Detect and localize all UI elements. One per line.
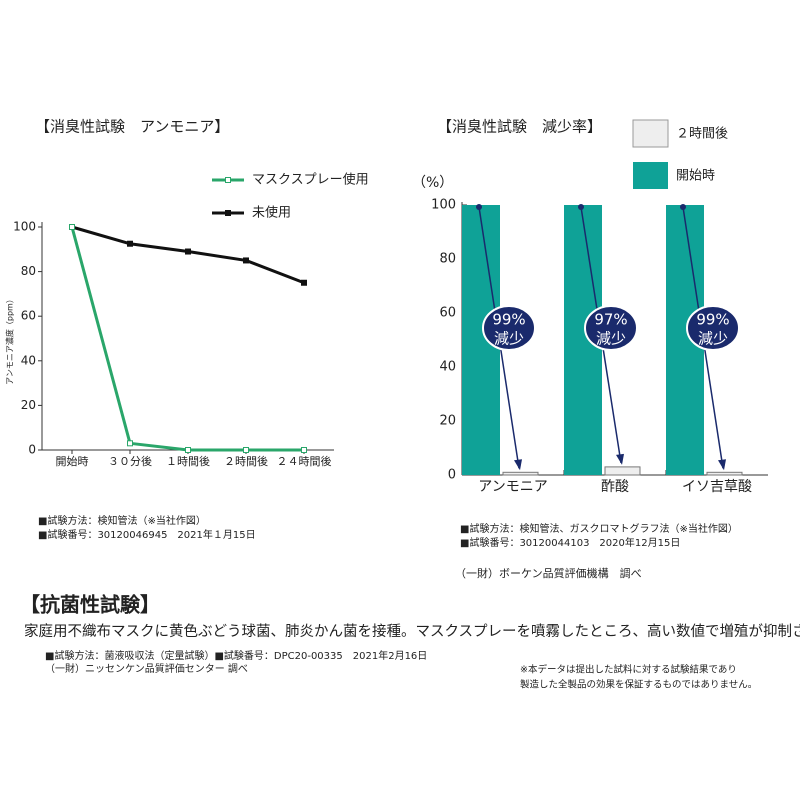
note: ■試験番号：30120044103 2020年12月15日 — [460, 536, 680, 549]
point — [127, 240, 133, 247]
reduction-badge — [686, 305, 740, 351]
legend-swatch — [633, 162, 668, 189]
y-tick-label: 100 — [431, 198, 456, 213]
y-tick-label: 40 — [439, 360, 456, 375]
point — [127, 440, 133, 447]
note: ■試験番号：30120046945 2021年１月15日 — [38, 528, 256, 541]
point — [243, 257, 249, 264]
series-line — [71, 225, 305, 285]
x-tick-label: アンモニア — [478, 479, 547, 495]
x-tick-label: １時間後 — [166, 454, 210, 468]
point — [301, 279, 307, 286]
y-tick-label: 100 — [13, 220, 36, 234]
section-title: 【抗菌性試験】 — [20, 593, 160, 617]
y-tick-label: 60 — [21, 309, 36, 323]
arrow-head — [514, 459, 522, 471]
unit-label: （%） — [412, 175, 453, 191]
source: （一財）ボーケン品質評価機構 調べ — [455, 566, 642, 580]
bar — [604, 466, 641, 476]
legend-label: マスクスプレー使用 — [252, 172, 369, 188]
point — [185, 248, 191, 255]
reduction-word: 減少 — [698, 330, 728, 348]
arrow-dot — [680, 204, 686, 210]
x-tick-label: 酢酸 — [601, 479, 629, 495]
chart-title: 【消臭性試験 減少率】 — [437, 118, 602, 136]
reduction-word: 減少 — [596, 330, 626, 348]
bar — [706, 471, 743, 476]
chart-title: 【消臭性試験 アンモニア】 — [35, 118, 229, 136]
y-tick-label: 0 — [28, 443, 36, 457]
arrow-head — [718, 459, 726, 471]
arrow-head — [616, 453, 624, 465]
y-tick-label: 80 — [439, 252, 456, 267]
point — [243, 447, 249, 453]
y-tick-label: 20 — [21, 398, 36, 412]
legend-label: 開始時 — [676, 169, 715, 184]
y-axis-label: アンモニア濃度（ppm） — [5, 295, 15, 385]
y-tick-label: 20 — [439, 414, 456, 429]
x-tick-label: イソ吉草酸 — [682, 479, 752, 495]
x-tick-label: ３０分後 — [108, 454, 152, 468]
legend-label: ２時間後 — [676, 127, 728, 142]
disclaimer: 製造した全製品の効果を保証するものではありません。 — [520, 679, 757, 691]
description: 家庭用不織布マスクに黄色ぶどう球菌、肺炎かん菌を接種。マスクスプレーを噴霧したと… — [24, 623, 800, 640]
reduction-badge — [482, 305, 536, 351]
reduction-badge — [584, 305, 638, 351]
y-tick-label: 60 — [439, 306, 456, 321]
x-tick-label: ２４時間後 — [277, 454, 332, 468]
disclaimer: ※本データは提出した試料に対する試験結果であり — [520, 664, 737, 676]
y-tick-label: 80 — [21, 264, 36, 278]
legend-label: 未使用 — [252, 205, 291, 221]
x-tick-label: ２時間後 — [224, 454, 268, 468]
reduction-label: 97% — [594, 311, 627, 329]
y-tick-label: 40 — [21, 353, 36, 367]
y-tick-label: 0 — [448, 468, 456, 483]
arrow-dot — [578, 204, 584, 210]
reduction-word: 減少 — [494, 330, 524, 348]
legend-marker — [225, 177, 231, 183]
reduction-label: 99% — [492, 311, 525, 329]
reduction-label: 99% — [696, 311, 729, 329]
method: ■試験方法：菌液吸収法（定量試験）■試験番号：DPC20-00335 2021年… — [45, 649, 427, 662]
point — [69, 224, 75, 230]
legend-marker — [225, 210, 231, 216]
series-line — [70, 226, 304, 452]
point — [301, 447, 307, 453]
note: ■試験方法：検知管法、ガスクロマトグラフ法（※当社作図） — [460, 522, 738, 535]
x-tick-label: 開始時 — [56, 454, 89, 468]
legend-swatch — [632, 119, 669, 148]
point — [185, 447, 191, 453]
source: （一財）ニッセンケン品質評価センター 調べ — [45, 662, 248, 675]
arrow-dot — [476, 204, 482, 210]
bar — [502, 471, 539, 476]
note: ■試験方法：検知管法（※当社作図） — [38, 514, 206, 527]
